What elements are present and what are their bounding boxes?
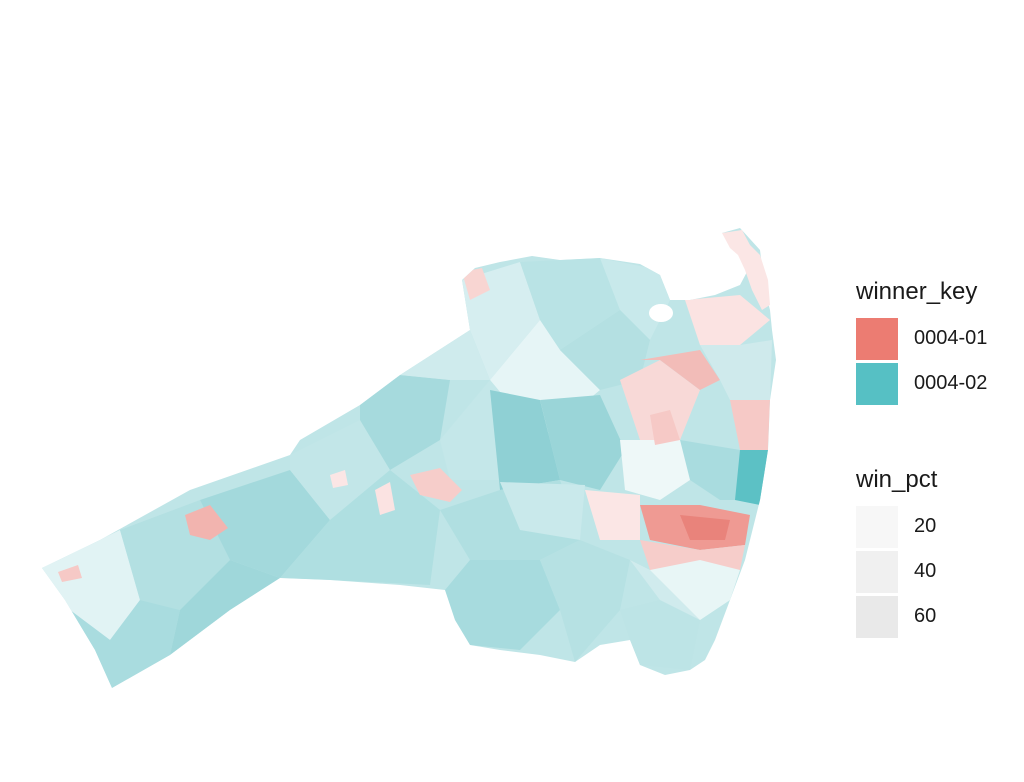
precinct	[680, 515, 730, 540]
precinct	[410, 468, 462, 502]
precinct	[700, 340, 772, 400]
legend-item: 60	[856, 594, 937, 639]
precinct	[600, 258, 670, 340]
legend-item: 20	[856, 504, 937, 549]
precinct	[735, 450, 768, 505]
legend-label: 20	[914, 515, 937, 537]
legend-title: winner_key	[856, 278, 978, 305]
precinct	[200, 470, 330, 578]
precinct	[585, 490, 640, 540]
precinct	[375, 482, 395, 515]
legend-item: 0004-02	[856, 361, 987, 406]
precinct	[620, 440, 690, 500]
precinct	[540, 395, 625, 490]
precinct	[620, 600, 700, 670]
legend-swatch	[856, 362, 898, 405]
precinct	[280, 470, 440, 585]
precinct	[400, 330, 490, 380]
precinct	[560, 310, 650, 390]
legend-win-pct: win_pct 20 40 60	[856, 466, 937, 639]
precinct	[462, 268, 490, 300]
precinct	[650, 560, 740, 620]
precinct	[540, 540, 630, 662]
precinct	[685, 295, 770, 345]
legend-winner-key: winner_key 0004-01 0004-02	[856, 278, 987, 406]
precinct	[170, 560, 280, 655]
legend-item: 40	[856, 549, 937, 594]
legend-item: 0004-01	[856, 316, 987, 361]
legend-label: 0004-01	[914, 327, 988, 349]
precinct	[70, 600, 180, 688]
precinct	[520, 258, 620, 350]
legend-label: 40	[914, 560, 937, 582]
precinct	[360, 375, 450, 470]
legend-swatch	[856, 505, 898, 548]
legend-swatch	[856, 317, 898, 360]
precinct	[185, 505, 228, 540]
precinct	[490, 390, 560, 490]
peninsula	[722, 230, 770, 310]
legend-swatch	[856, 595, 898, 638]
precinct	[640, 350, 720, 390]
precinct	[500, 482, 585, 540]
lake	[649, 304, 673, 322]
precinct	[42, 530, 140, 640]
legend-label: 60	[914, 605, 937, 627]
legend-label: 0004-02	[914, 372, 988, 394]
precincts	[42, 258, 772, 688]
precinct	[620, 360, 700, 440]
precinct	[58, 565, 82, 582]
precinct	[650, 410, 680, 445]
precinct	[445, 560, 560, 650]
legend-title: win_pct	[856, 466, 938, 493]
precinct	[730, 400, 770, 450]
legend-swatch	[856, 550, 898, 593]
precinct	[330, 470, 348, 488]
precinct	[290, 420, 390, 520]
